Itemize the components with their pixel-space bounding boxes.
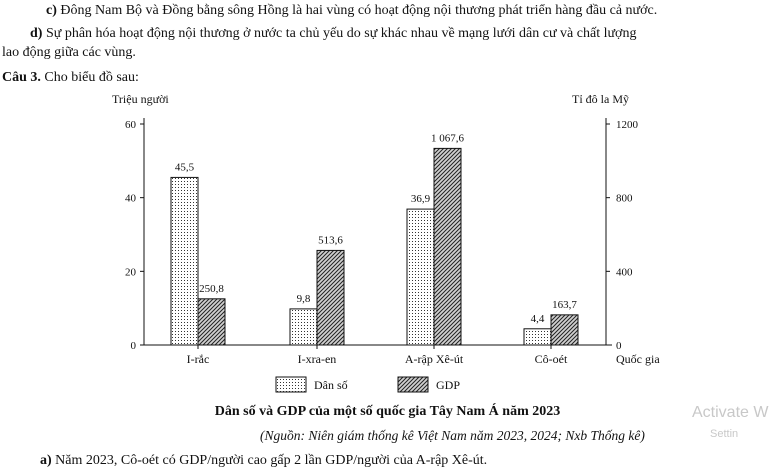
answer-a-text: Năm 2023, Cô-oét có GDP/người cao gấp 2 … bbox=[51, 453, 488, 468]
category-label: A-rập Xê-út bbox=[405, 352, 464, 366]
left-tick-label: 60 bbox=[125, 119, 137, 131]
right-tick-label: 1200 bbox=[616, 119, 639, 131]
question-label: Câu 3. bbox=[2, 70, 41, 85]
population-value-label: 9,8 bbox=[297, 293, 311, 305]
paragraph-d-text: Sự phân hóa hoạt động nội thương ở nước … bbox=[42, 26, 637, 41]
answer-a: a) Năm 2023, Cô-oét có GDP/người cao gấp… bbox=[40, 452, 487, 470]
paragraph-c-label: c) bbox=[46, 3, 57, 18]
chart-source: (Nguồn: Niên giám thống kê Việt Nam năm … bbox=[260, 428, 645, 443]
legend-label: Dân số bbox=[314, 378, 348, 392]
category-label: I-xra-en bbox=[298, 352, 337, 366]
population-bar bbox=[406, 208, 435, 346]
left-tick-label: 20 bbox=[125, 266, 137, 278]
population-bar bbox=[523, 328, 552, 346]
gdp-bar bbox=[316, 249, 345, 346]
gdp-value-label: 163,7 bbox=[552, 299, 577, 311]
legend-label: GDP bbox=[436, 378, 460, 392]
category-label: Cô-oét bbox=[535, 352, 568, 366]
gdp-bar bbox=[197, 298, 226, 346]
paragraph-d-continued: lao động giữa các vùng. bbox=[2, 45, 136, 60]
gdp-value-label: 250,8 bbox=[199, 283, 224, 295]
left-tick-label: 40 bbox=[125, 193, 137, 205]
right-tick-label: 800 bbox=[616, 193, 633, 205]
population-value-label: 4,4 bbox=[531, 313, 545, 325]
legend-swatch bbox=[275, 376, 307, 393]
paragraph-c: c) Đông Nam Bộ và Đồng bằng sông Hồng là… bbox=[46, 2, 657, 20]
category-label: I-rắc bbox=[187, 352, 210, 366]
settings-watermark: Settin bbox=[710, 428, 739, 440]
legend-swatch bbox=[397, 376, 429, 393]
right-tick-label: 0 bbox=[616, 340, 622, 352]
paragraph-d-label: d) bbox=[30, 26, 43, 41]
gdp-bar bbox=[433, 147, 462, 346]
answer-a-label: a) bbox=[40, 453, 52, 468]
chart-title: Dân số và GDP của một số quốc gia Tây Na… bbox=[214, 404, 561, 419]
gdp-value-label: 1 067,6 bbox=[431, 132, 465, 144]
gdp-bar bbox=[550, 314, 579, 346]
population-value-label: 36,9 bbox=[411, 193, 431, 205]
paragraph-c-text: Đông Nam Bộ và Đồng bằng sông Hồng là ha… bbox=[56, 3, 658, 18]
activate-windows-watermark: Activate W bbox=[692, 404, 769, 421]
left-tick-label: 0 bbox=[131, 340, 137, 352]
right-tick-label: 400 bbox=[616, 266, 633, 278]
x-axis-title: Quốc gia bbox=[616, 352, 660, 366]
gdp-value-label: 513,6 bbox=[318, 234, 343, 246]
population-bar bbox=[289, 308, 318, 346]
question-text: Cho biểu đồ sau: bbox=[40, 70, 139, 85]
population-value-label: 45,5 bbox=[175, 161, 195, 173]
right-axis-title: Tỉ đô la Mỹ bbox=[572, 92, 629, 106]
paragraph-d: d) Sự phân hóa hoạt động nội thương ở nư… bbox=[30, 25, 636, 43]
question-heading: Câu 3. Cho biểu đồ sau: bbox=[2, 69, 139, 87]
population-bar bbox=[170, 176, 199, 346]
left-axis-title: Triệu người bbox=[112, 92, 169, 106]
